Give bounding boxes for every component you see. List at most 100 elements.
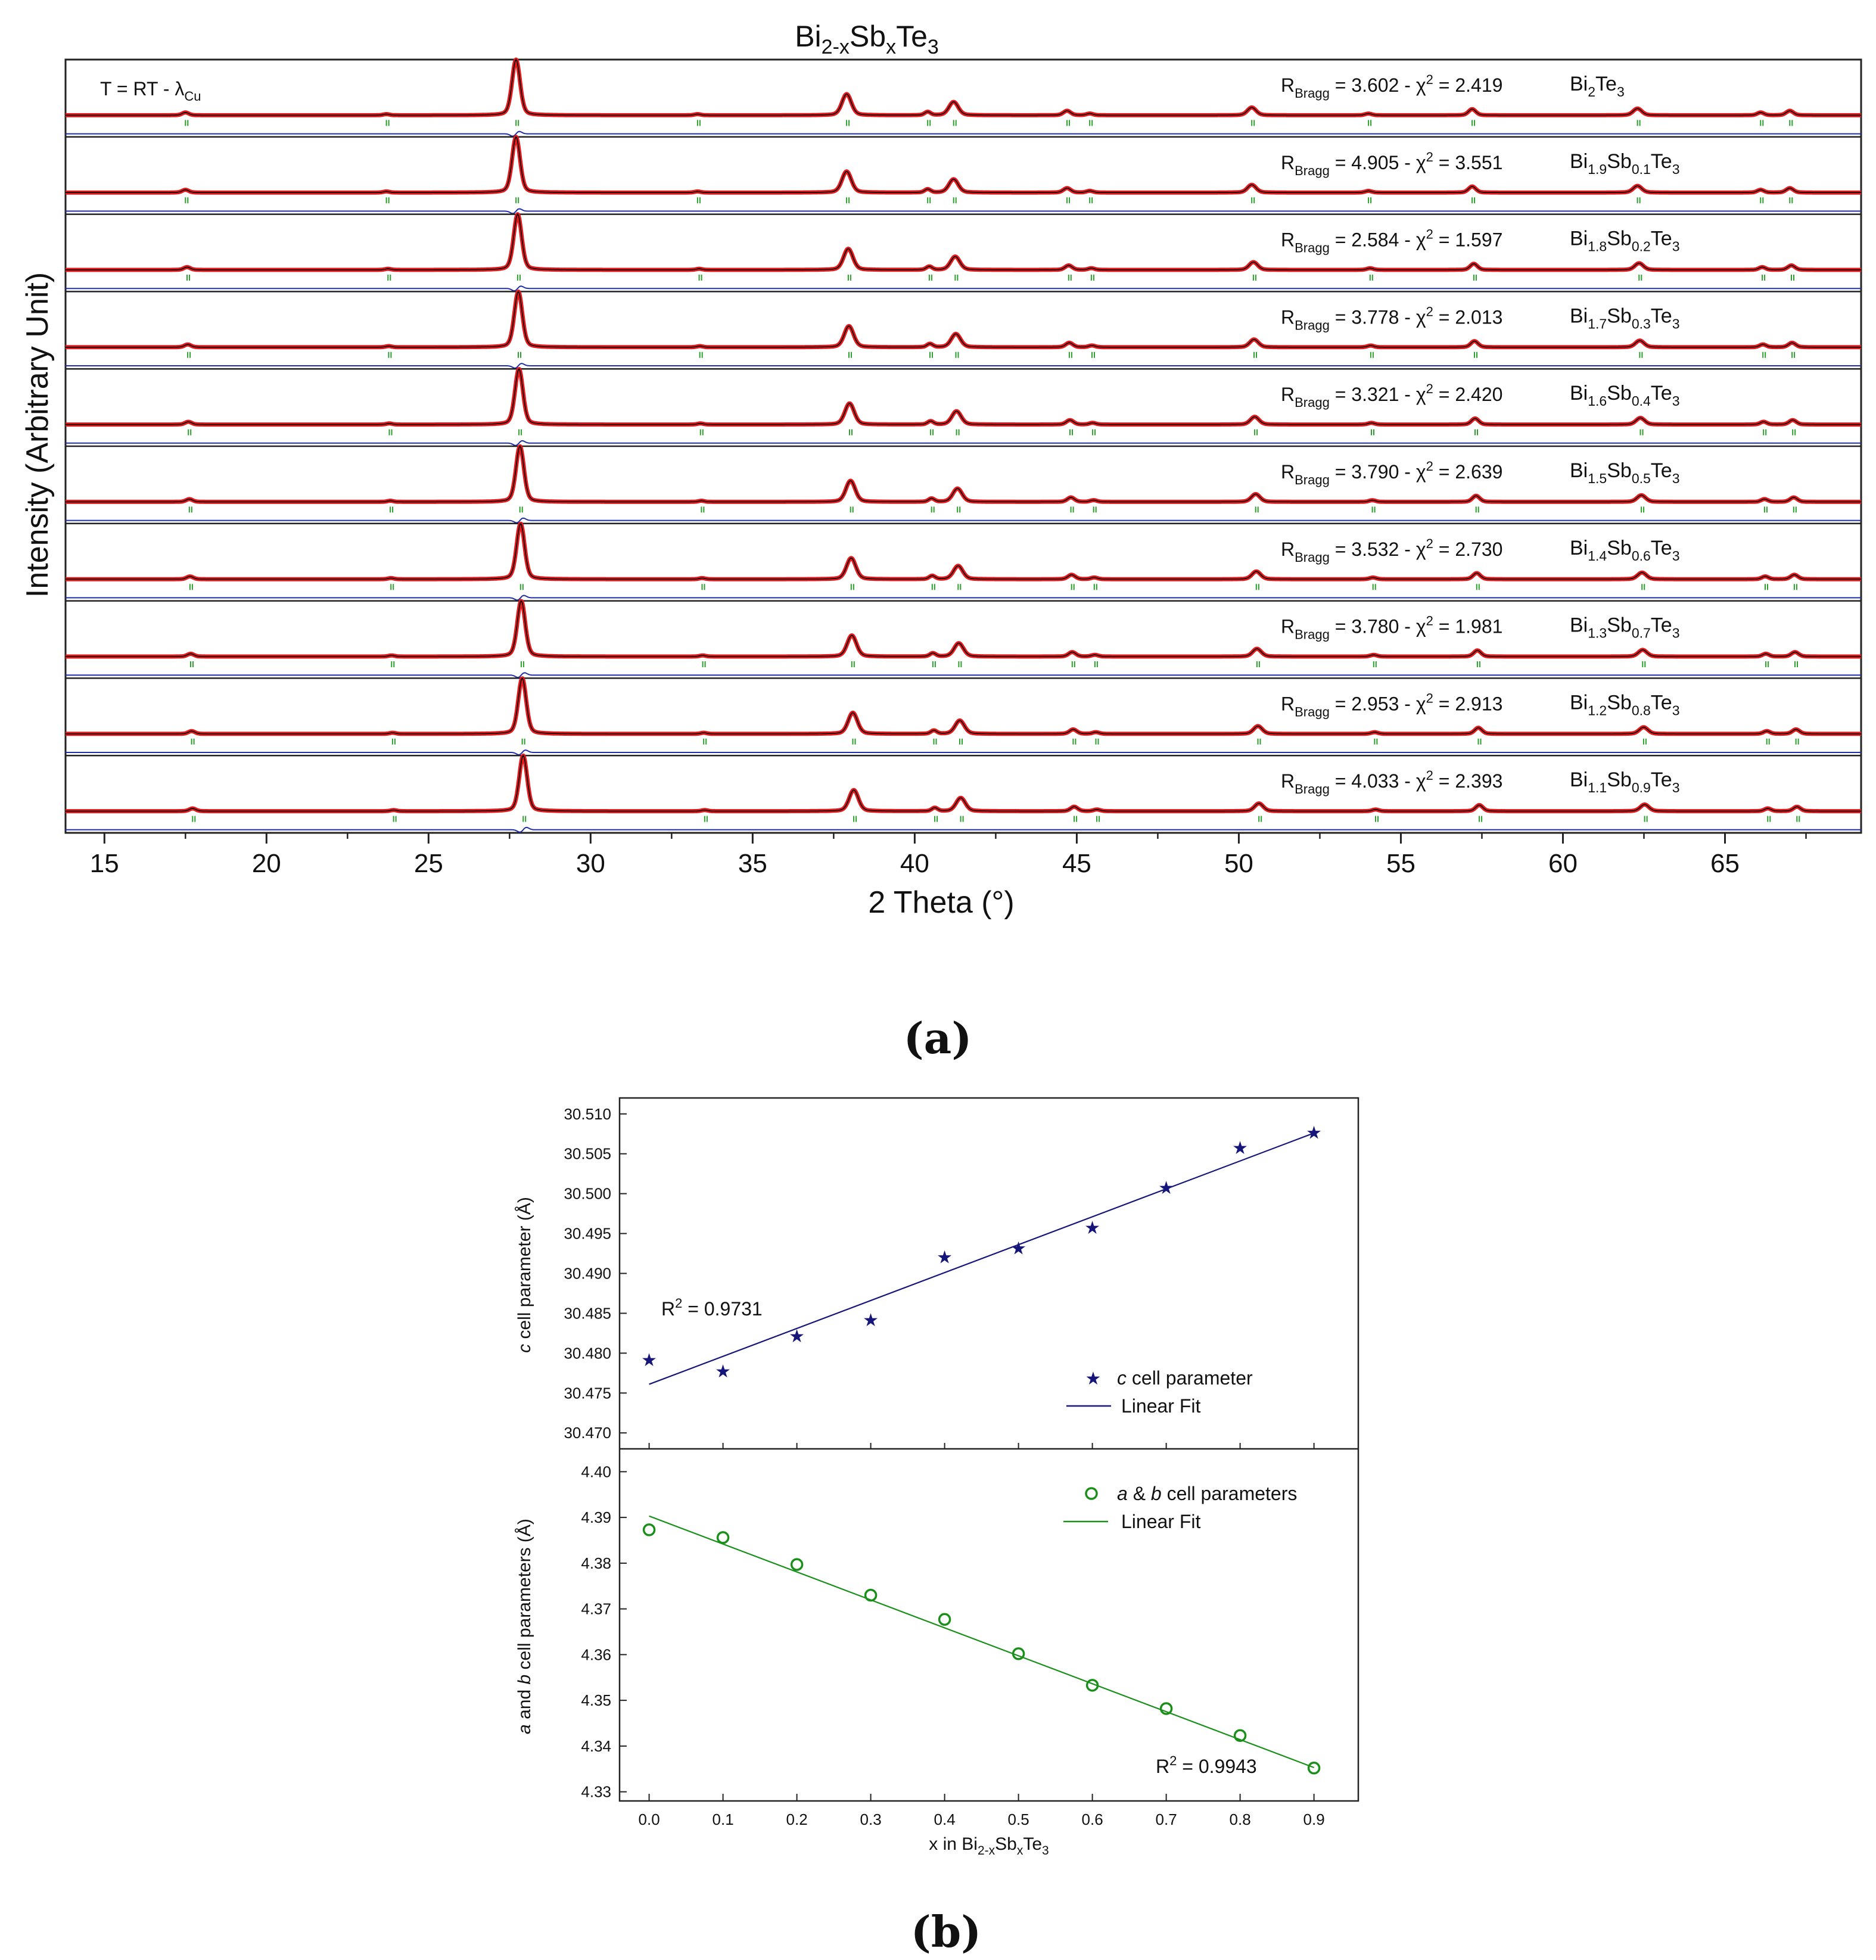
difference-curve xyxy=(66,208,1861,214)
ab-parameter-plot: 4.33 4.34 4.35 4.36 4.37 4.38 4.39 4.40 0.0 0.1 0.… xyxy=(581,1463,1324,1828)
ab-y-tick-label: 4.36 xyxy=(581,1645,611,1663)
panel-label-b: (b) xyxy=(911,1906,981,1957)
x-tick-label: 65 xyxy=(1710,849,1740,878)
ab-data-point xyxy=(1233,1729,1247,1742)
calculated-pattern xyxy=(66,368,1861,425)
refinement-stats: RBragg = 3.780 - χ2 = 1.981 xyxy=(1281,614,1502,642)
c-data-point: ★ xyxy=(1158,1178,1174,1199)
ab-x-tick-label: 0.5 xyxy=(1008,1810,1029,1828)
ab-data-point xyxy=(1159,1702,1173,1715)
ab-data-point xyxy=(1012,1647,1025,1660)
ab-y-tick-label: 4.35 xyxy=(581,1691,611,1709)
ab-y-tick-label: 4.37 xyxy=(581,1600,611,1618)
bragg-reflection-ticks xyxy=(191,738,1799,745)
bragg-reflection-ticks xyxy=(187,351,1796,358)
c-data-point: ★ xyxy=(1306,1123,1322,1144)
xrd-row: RBragg = 3.321 - χ2 = 2.420 Bi1.6Sb0.4Te3 xyxy=(64,367,1863,446)
refinement-stats: RBragg = 3.778 - χ2 = 2.013 xyxy=(1281,304,1502,332)
calculated-pattern xyxy=(66,58,1861,116)
refinement-stats: RBragg = 2.953 - χ2 = 2.913 xyxy=(1281,690,1502,719)
ab-y-tick-label: 4.34 xyxy=(581,1737,611,1755)
ab-data-point xyxy=(1307,1761,1321,1775)
c-y-axis-label: c cell parameter (Å) xyxy=(515,1197,534,1353)
composition-label: Bi2Te3 xyxy=(1570,73,1625,99)
c-y-tick-label: 30.475 xyxy=(564,1384,611,1402)
ab-y-tick-label: 4.38 xyxy=(581,1554,611,1572)
xrd-row: RBragg = 3.602 - χ2 = 2.419 Bi2Te3 xyxy=(64,57,1863,137)
legend-c-label: c cell parameter xyxy=(1117,1367,1253,1389)
c-data-point: ★ xyxy=(1084,1218,1100,1239)
ab-x-tick-label: 0.1 xyxy=(713,1810,734,1828)
c-y-tick-label: 30.510 xyxy=(564,1105,611,1123)
difference-curve xyxy=(66,749,1861,755)
difference-curve xyxy=(66,517,1861,524)
c-data-point: ★ xyxy=(863,1310,879,1331)
c-y-tick-label: 30.505 xyxy=(564,1145,611,1163)
ab-x-tick-label: 0.7 xyxy=(1156,1810,1177,1828)
difference-curve xyxy=(66,130,1861,137)
x-tick-label: 30 xyxy=(576,849,605,878)
cell-parameter-panel: 30.470 30.475 30.480 30.485 30.490 30.495 30.5… xyxy=(515,1097,1359,1957)
x-tick-label: 25 xyxy=(414,849,443,878)
calculated-pattern xyxy=(66,755,1861,812)
bragg-reflection-ticks xyxy=(188,429,1796,435)
xrd-panel: Bi2-xSbxTe3 RBragg = 3.602 - χ2 = 2.419 B… xyxy=(20,20,1863,1063)
panel-label-a: (a) xyxy=(904,1013,972,1063)
xrd-patterns: RBragg = 3.602 - χ2 = 2.419 Bi2Te3RBragg … xyxy=(64,57,1863,833)
calculated-pattern xyxy=(66,600,1861,657)
ab-data-point xyxy=(790,1558,804,1571)
xrd-row: RBragg = 4.905 - χ2 = 3.551 Bi1.9Sb0.1Te3 xyxy=(64,135,1863,214)
refinement-stats: RBragg = 3.790 - χ2 = 2.639 xyxy=(1281,459,1502,487)
composition-label: Bi1.9Sb0.1Te3 xyxy=(1570,150,1680,177)
xrd-y-axis-label: Intensity (Arbitrary Unit) xyxy=(20,272,55,598)
calculated-pattern xyxy=(66,677,1861,735)
xrd-row: RBragg = 3.778 - χ2 = 2.013 Bi1.7Sb0.3Te3 xyxy=(64,290,1863,369)
composition-label: Bi1.1Sb0.9Te3 xyxy=(1570,769,1680,795)
measurement-condition: T = RT - λCu xyxy=(100,78,201,104)
c-y-tick-label: 30.470 xyxy=(564,1424,611,1442)
bragg-reflection-ticks xyxy=(190,661,1798,667)
x-tick-label: 20 xyxy=(252,849,281,878)
refinement-stats: RBragg = 2.584 - χ2 = 1.597 xyxy=(1281,227,1502,256)
ab-data-point xyxy=(642,1523,656,1536)
ab-linear-fit xyxy=(649,1515,1314,1768)
c-y-tick-label: 30.490 xyxy=(564,1265,611,1283)
ab-y-axis-label: a and b cell parameters (Å) xyxy=(515,1519,534,1734)
composition-label: Bi1.8Sb0.2Te3 xyxy=(1570,228,1680,254)
legend-c-fit-label: Linear Fit xyxy=(1121,1395,1201,1417)
legend-ab-fit-label: Linear Fit xyxy=(1121,1511,1201,1532)
c-r2-annotation: R2 = 0.9731 xyxy=(661,1296,763,1320)
ab-data-point xyxy=(938,1613,951,1626)
ab-y-tick-label: 4.40 xyxy=(581,1463,611,1480)
calculated-pattern xyxy=(66,136,1861,193)
ab-legend: a & b cell parameters Linear Fit xyxy=(1063,1483,1297,1532)
composition-label: Bi1.6Sb0.4Te3 xyxy=(1570,382,1680,409)
calculated-pattern xyxy=(66,445,1861,503)
refinement-stats: RBragg = 3.532 - χ2 = 2.730 xyxy=(1281,536,1502,565)
xrd-row: RBragg = 3.532 - χ2 = 2.730 Bi1.4Sb0.6Te3 xyxy=(64,521,1863,601)
xrd-row: RBragg = 2.953 - χ2 = 2.913 Bi1.2Sb0.8Te3 xyxy=(64,676,1863,755)
x-tick-label: 35 xyxy=(738,849,767,878)
difference-curve xyxy=(66,595,1861,601)
xrd-title: Bi2-xSbxTe3 xyxy=(795,20,939,58)
c-linear-fit xyxy=(649,1132,1314,1385)
ab-x-tick-label: 0.8 xyxy=(1230,1810,1251,1828)
bragg-reflection-ticks xyxy=(186,275,1794,281)
ab-x-tick-label: 0.6 xyxy=(1082,1810,1103,1828)
x-tick-label: 50 xyxy=(1224,849,1253,878)
c-y-tick-label: 30.485 xyxy=(564,1304,611,1322)
calculated-pattern xyxy=(66,213,1861,270)
bragg-reflection-ticks xyxy=(185,197,1793,204)
composition-label: Bi1.4Sb0.6Te3 xyxy=(1570,537,1680,564)
difference-curve xyxy=(66,363,1861,369)
ab-x-tick-label: 0.0 xyxy=(639,1810,660,1828)
difference-curve xyxy=(66,440,1861,446)
ab-x-tick-label: 0.9 xyxy=(1303,1810,1325,1828)
ab-data-point xyxy=(716,1531,730,1544)
refinement-stats: RBragg = 4.905 - χ2 = 3.551 xyxy=(1281,150,1502,178)
xrd-row: RBragg = 4.033 - χ2 = 2.393 Bi1.1Sb0.9Te3 xyxy=(64,753,1863,833)
composition-label: Bi1.2Sb0.8Te3 xyxy=(1570,691,1680,718)
c-data-point: ★ xyxy=(715,1361,731,1382)
bragg-reflection-ticks xyxy=(189,584,1797,590)
